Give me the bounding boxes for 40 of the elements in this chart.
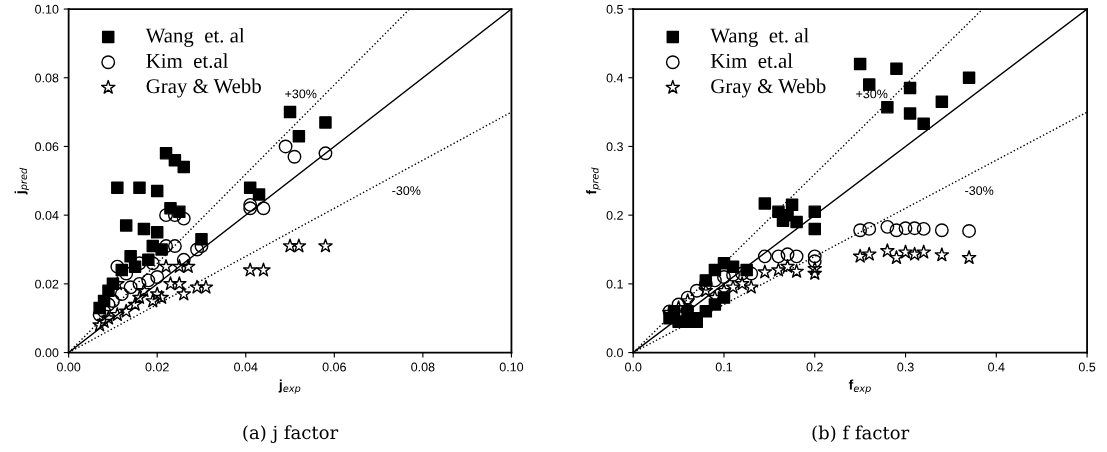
y-tick-label: 0.2 bbox=[606, 210, 623, 220]
y-tick-label: 0.0 bbox=[606, 348, 623, 358]
x-tick-label: 0.06 bbox=[322, 362, 346, 372]
x-axis-title: j$_{exp}$ bbox=[278, 379, 301, 394]
series-label: -30% bbox=[965, 186, 994, 196]
y-tick-label: 0.10 bbox=[35, 4, 59, 14]
x-tick-label: 0.00 bbox=[56, 362, 81, 372]
x-tick-label: 0.08 bbox=[411, 362, 435, 372]
x-tick-label: 0.5 bbox=[1078, 362, 1096, 372]
legend-label: Gray & Webb bbox=[146, 78, 261, 98]
legend-label: Gray & Webb bbox=[711, 78, 826, 98]
x-tick-label: 0.10 bbox=[499, 362, 524, 372]
x-tick-label: 0.4 bbox=[988, 362, 1005, 372]
y-tick-label: 0.5 bbox=[606, 4, 623, 14]
legend-label: Kim et.al bbox=[710, 53, 793, 68]
x-axis-title: f$_{exp}$ bbox=[848, 379, 871, 394]
x-tick-label: 0.0 bbox=[625, 362, 642, 372]
y-tick-label: 0.06 bbox=[35, 142, 59, 152]
y-tick-label: 0.00 bbox=[35, 348, 59, 358]
series-label: +30% bbox=[285, 89, 317, 99]
y-axis-title: j$_{pred}$ bbox=[14, 167, 29, 195]
y-tick-label: 0.1 bbox=[606, 279, 623, 289]
y-axis-title: f$_{pred}$ bbox=[586, 167, 601, 195]
y-tick-label: 0.04 bbox=[35, 210, 59, 220]
y-tick-label: 0.4 bbox=[606, 73, 624, 83]
legend-label: Kim et.al bbox=[146, 53, 229, 68]
legend-label: Wang et. al bbox=[710, 27, 809, 47]
text: (a) j factor bbox=[243, 425, 339, 443]
series-label: -30% bbox=[392, 186, 421, 196]
y-tick-label: 0.02 bbox=[35, 279, 59, 289]
legend-label: Wang et. al bbox=[145, 27, 245, 47]
x-tick-label: 0.3 bbox=[897, 362, 914, 372]
series-label: +30% bbox=[856, 89, 888, 99]
y-tick-label: 0.08 bbox=[35, 73, 59, 83]
x-tick-label: 0.02 bbox=[145, 362, 169, 372]
text: (b) f factor bbox=[812, 425, 910, 443]
x-tick-label: 0.2 bbox=[806, 362, 823, 372]
y-tick-label: 0.3 bbox=[606, 142, 623, 152]
x-tick-label: 0.04 bbox=[234, 362, 258, 372]
x-tick-label: 0.1 bbox=[715, 362, 733, 372]
